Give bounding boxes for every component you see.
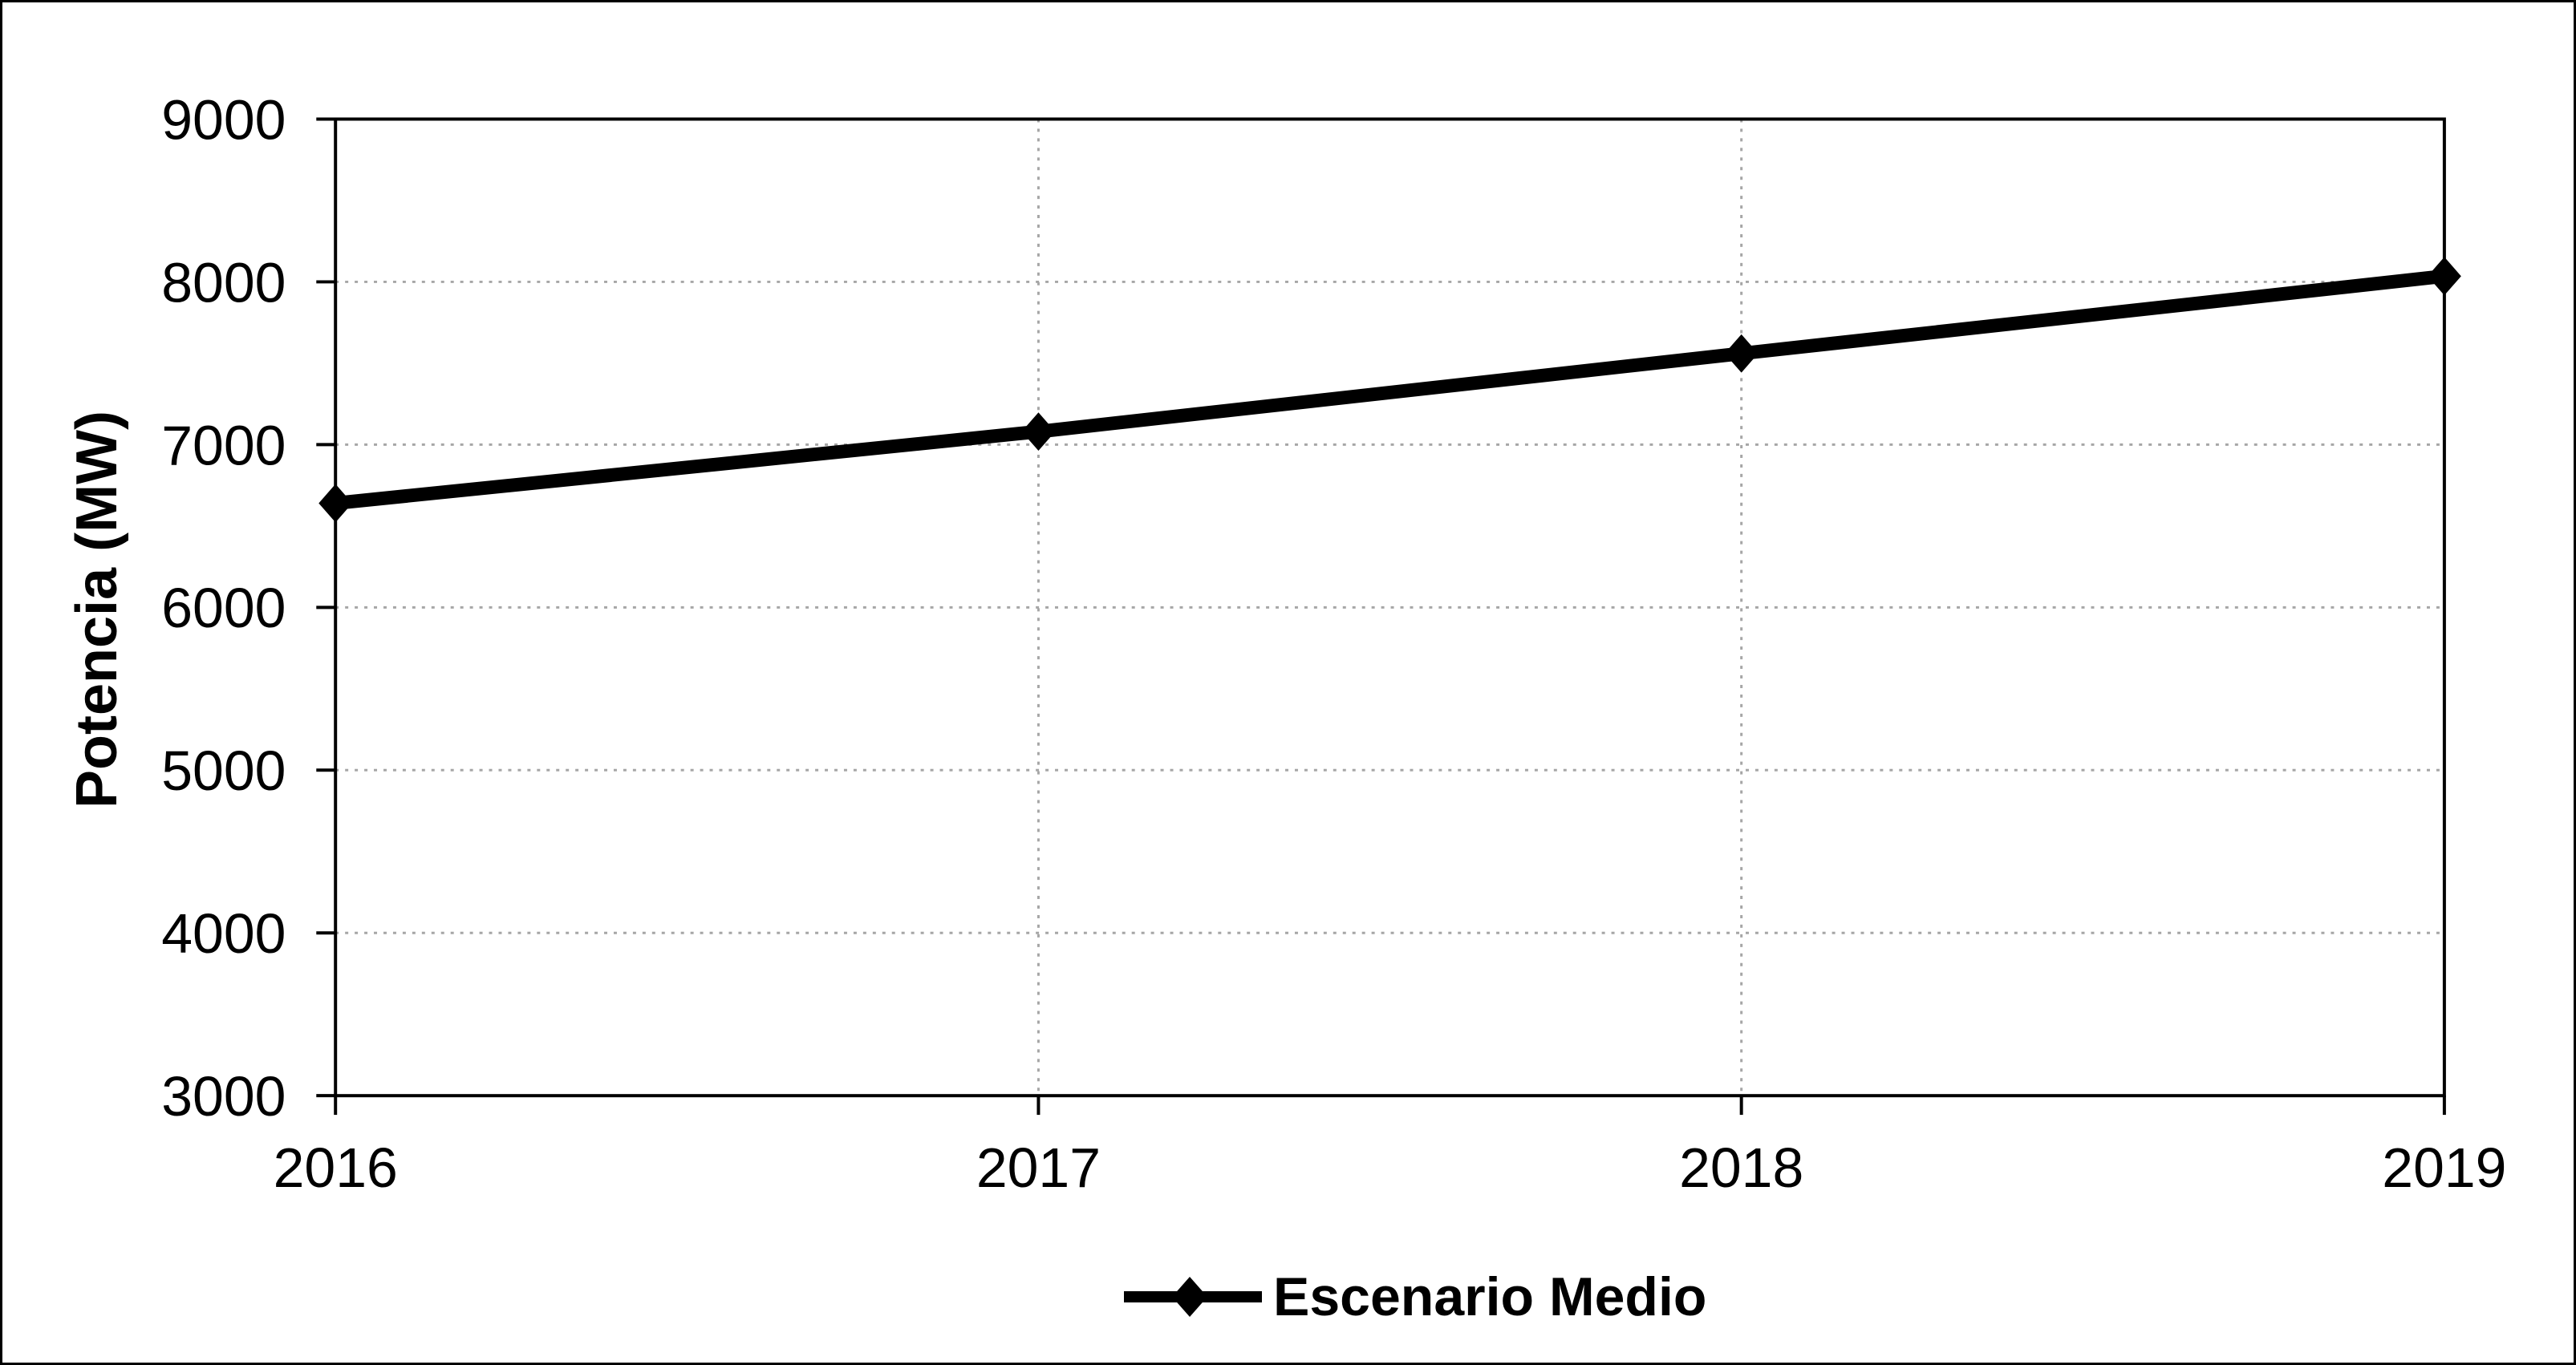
x-tick-label: 2018: [1679, 1136, 1803, 1199]
y-tick-label: 8000: [161, 251, 286, 314]
legend-diamond-marker: [1172, 1277, 1207, 1317]
plot-frame: [334, 117, 2446, 1098]
y-tick-label: 5000: [161, 739, 286, 802]
series-marker: [1021, 412, 1056, 452]
y-axis-title: Potencia (MW): [65, 411, 129, 808]
series-marker: [1724, 334, 1759, 373]
y-tick-label: 7000: [161, 414, 286, 476]
legend-line-diamond-icon: [1124, 1277, 1262, 1317]
x-tick-label: 2017: [976, 1136, 1101, 1199]
series-marker: [2427, 257, 2461, 296]
y-tick-label: 9000: [161, 88, 286, 151]
legend-label: Escenario Medio: [1273, 1266, 1707, 1327]
y-tick-label: 3000: [161, 1065, 286, 1128]
y-tick-label: 4000: [161, 902, 286, 965]
x-tick-label: 2016: [274, 1136, 398, 1199]
series-marker: [318, 484, 353, 523]
series-line: [328, 269, 2452, 510]
legend: Escenario Medio: [1122, 1270, 1706, 1324]
x-tick-label: 2019: [2382, 1136, 2506, 1199]
y-tick-label: 6000: [161, 577, 286, 639]
